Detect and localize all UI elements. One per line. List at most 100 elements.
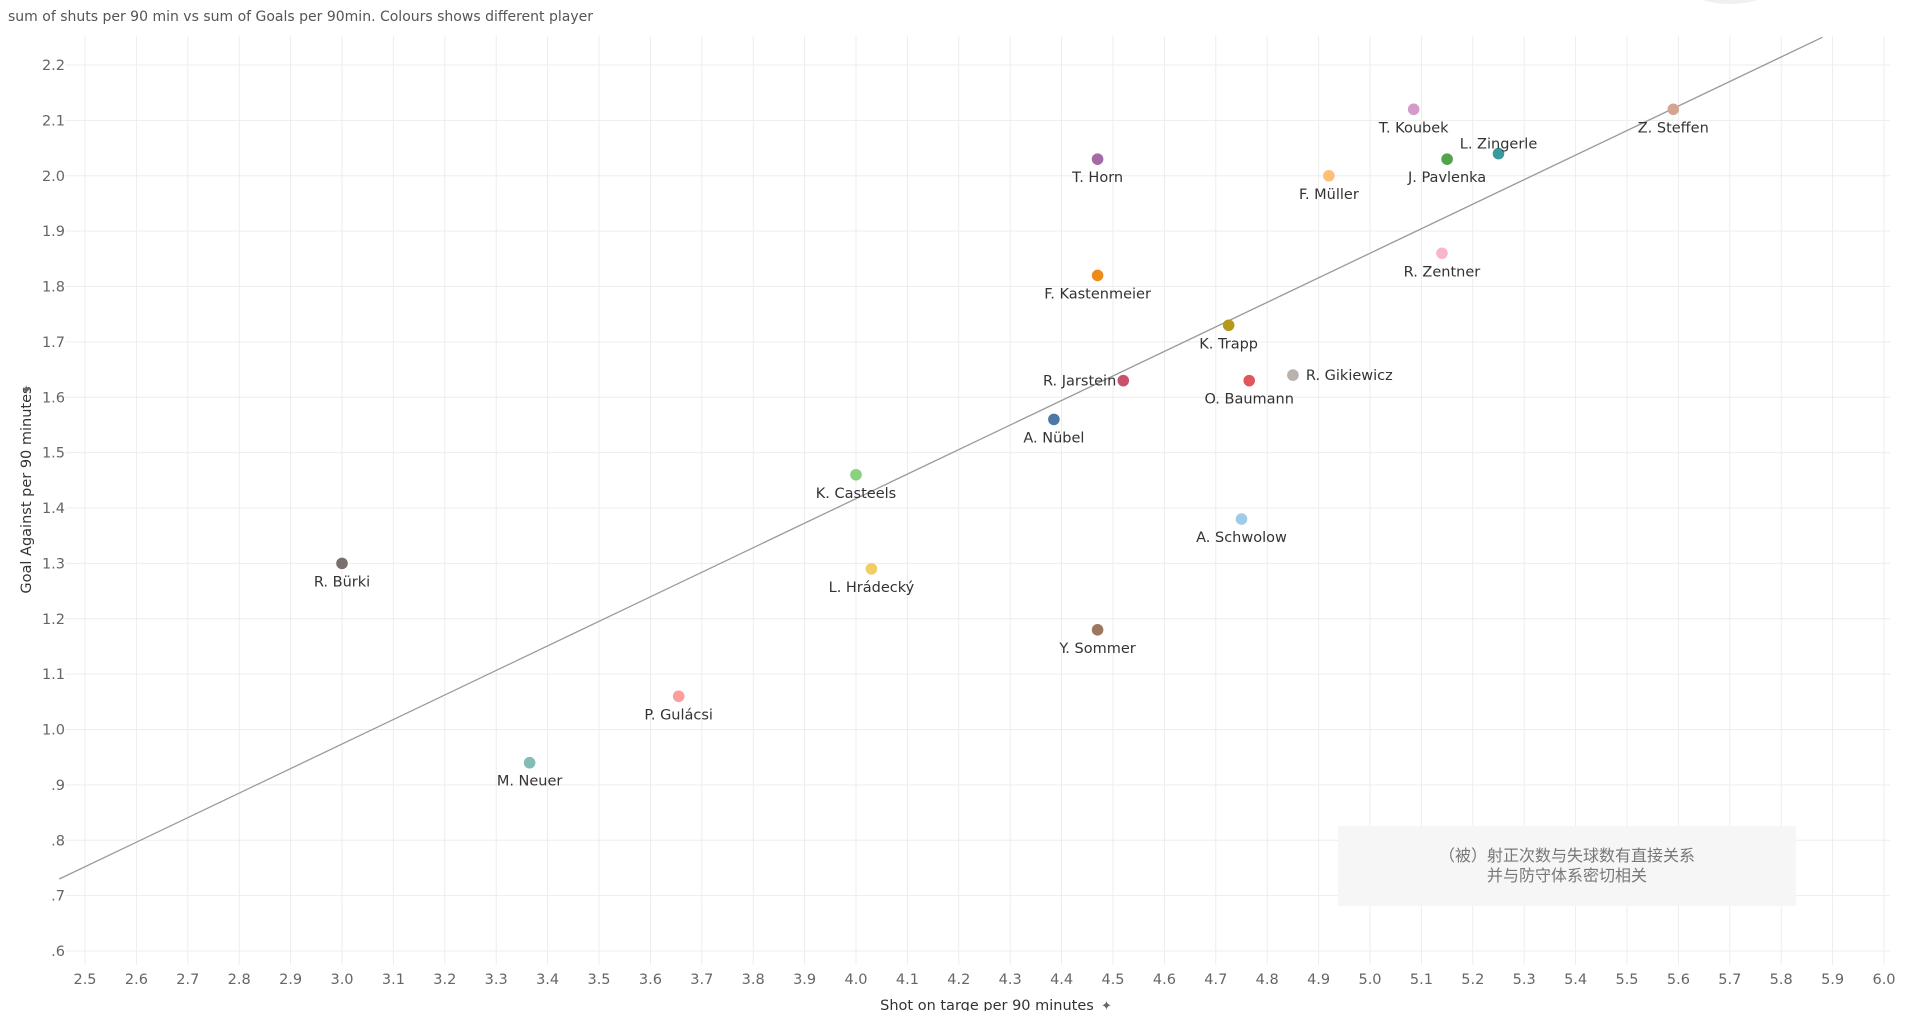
y-tick-label: 1.5 <box>42 446 65 462</box>
x-tick-label: 5.9 <box>1821 972 1844 988</box>
x-tick-label: 5.6 <box>1667 972 1690 988</box>
point-label: L. Hrádecký <box>829 580 915 596</box>
x-tick-label: 6.0 <box>1872 972 1895 988</box>
point-label: R. Gikiewicz <box>1306 368 1393 384</box>
x-tick-label: 4.2 <box>947 972 970 988</box>
data-point <box>1287 369 1299 381</box>
data-point <box>1667 103 1680 116</box>
y-axis-title: Goal Against per 90 minutes <box>19 386 35 593</box>
x-tick-label: 4.0 <box>844 972 867 988</box>
x-tick-label: 3.4 <box>536 972 559 988</box>
data-point <box>1441 153 1453 165</box>
y-tick-label: 1.0 <box>42 723 65 739</box>
axis-ticks: 2.5 2.6 2.7 2.8 2.9 3.0 3.1 3.2 3.3 3.4 3.5 3.6 3.7 3… <box>42 58 1896 988</box>
y-tick-label: .6 <box>51 944 65 960</box>
point-label: P. Gulácsi <box>644 707 713 723</box>
y-axis-pin-icon: ✦ <box>20 384 35 395</box>
point-label: M. Neuer <box>497 774 563 790</box>
x-tick-label: 3.7 <box>690 972 713 988</box>
x-tick-label: 2.8 <box>228 972 251 988</box>
x-tick-label: 3.0 <box>330 972 353 988</box>
y-tick-label: 2.1 <box>42 113 65 129</box>
x-tick-label: 4.7 <box>1204 972 1227 988</box>
x-tick-label: 4.1 <box>896 972 919 988</box>
data-point <box>1048 413 1060 426</box>
y-tick-label: 1.9 <box>42 224 65 240</box>
annotation-box: （被）射正次数与失球数有直接关系 并与防守体系密切相关 <box>1338 826 1796 906</box>
x-tick-label: 4.4 <box>1050 972 1073 988</box>
point-label: Y. Sommer <box>1058 641 1135 657</box>
point-label: T. Horn <box>1071 170 1123 186</box>
point-label: R. Zentner <box>1404 264 1481 280</box>
y-tick-label: .8 <box>51 833 65 849</box>
y-tick-label: 1.2 <box>42 612 65 628</box>
data-point <box>1091 153 1104 165</box>
x-tick-label: 4.9 <box>1307 972 1330 988</box>
x-tick-label: 3.1 <box>382 972 405 988</box>
x-tick-label: 5.5 <box>1615 972 1638 988</box>
point-label: A. Schwolow <box>1196 530 1287 546</box>
data-point <box>1407 103 1420 116</box>
axis-pin-icons: ✦✦ <box>20 384 1112 1011</box>
y-tick-label: .9 <box>51 778 65 794</box>
y-tick-label: 1.8 <box>42 280 65 296</box>
data-point <box>1117 374 1130 387</box>
corner-decoration <box>1695 0 1765 4</box>
data-point <box>1222 319 1235 332</box>
x-tick-label: 2.6 <box>125 972 148 988</box>
grid-lines <box>65 36 1890 965</box>
data-point <box>1091 624 1104 636</box>
x-axis-pin-icon: ✦ <box>1101 999 1112 1011</box>
point-label: Z. Steffen <box>1638 120 1709 136</box>
x-tick-label: 3.2 <box>433 972 456 988</box>
x-tick-label: 5.2 <box>1461 972 1484 988</box>
data-point <box>1323 169 1335 182</box>
trend-line-layer <box>59 36 1823 880</box>
data-point <box>523 756 536 769</box>
x-axis-title: Shot on targe per 90 minutes <box>880 998 1094 1011</box>
x-tick-label: 3.5 <box>587 972 610 988</box>
point-label: K. Casteels <box>816 486 896 502</box>
annotation-line-1: （被）射正次数与失球数有直接关系 <box>1438 846 1695 865</box>
x-tick-label: 4.5 <box>1101 972 1124 988</box>
data-point <box>672 690 685 703</box>
data-point <box>1436 247 1448 260</box>
data-point <box>850 468 862 481</box>
point-label: F. Müller <box>1299 187 1359 203</box>
data-point <box>865 563 878 575</box>
x-tick-label: 5.4 <box>1564 972 1587 988</box>
point-label: R. Bürki <box>314 574 370 590</box>
x-tick-label: 2.7 <box>176 972 199 988</box>
point-label: L. Zingerle <box>1460 137 1538 153</box>
x-tick-label: 5.1 <box>1410 972 1433 988</box>
x-tick-label: 3.8 <box>742 972 765 988</box>
x-tick-label: 4.8 <box>1256 972 1279 988</box>
point-label: F. Kastenmeier <box>1044 286 1151 302</box>
x-tick-label: 2.5 <box>73 972 96 988</box>
x-tick-label: 3.3 <box>485 972 508 988</box>
chart-title: sum of shuts per 90 min vs sum of Goals … <box>8 9 593 25</box>
x-tick-label: 5.0 <box>1358 972 1381 988</box>
y-tick-label: 1.1 <box>42 667 65 683</box>
x-tick-label: 5.3 <box>1513 972 1536 988</box>
data-point <box>1091 269 1104 282</box>
annotation-line-2: 并与防守体系密切相关 <box>1486 866 1647 885</box>
point-label: O. Baumann <box>1204 392 1293 408</box>
y-tick-label: 2.2 <box>42 58 65 74</box>
point-label: A. Nübel <box>1023 430 1084 446</box>
y-tick-label: 1.6 <box>42 390 65 406</box>
x-tick-label: 4.3 <box>999 972 1022 988</box>
x-tick-label: 2.9 <box>279 972 302 988</box>
data-points: T. Koubek Z. Steffen L. Zingerle J. Pavlenk… <box>314 103 1709 790</box>
y-tick-label: 1.7 <box>42 335 65 351</box>
x-tick-label: 3.6 <box>639 972 662 988</box>
data-point <box>336 557 348 570</box>
data-point <box>1243 374 1256 387</box>
data-point <box>1235 513 1248 525</box>
y-tick-label: 2.0 <box>42 169 65 185</box>
x-tick-label: 5.8 <box>1770 972 1793 988</box>
trend-line <box>59 36 1823 880</box>
x-tick-label: 5.7 <box>1718 972 1741 988</box>
point-label: J. Pavlenka <box>1407 170 1486 186</box>
